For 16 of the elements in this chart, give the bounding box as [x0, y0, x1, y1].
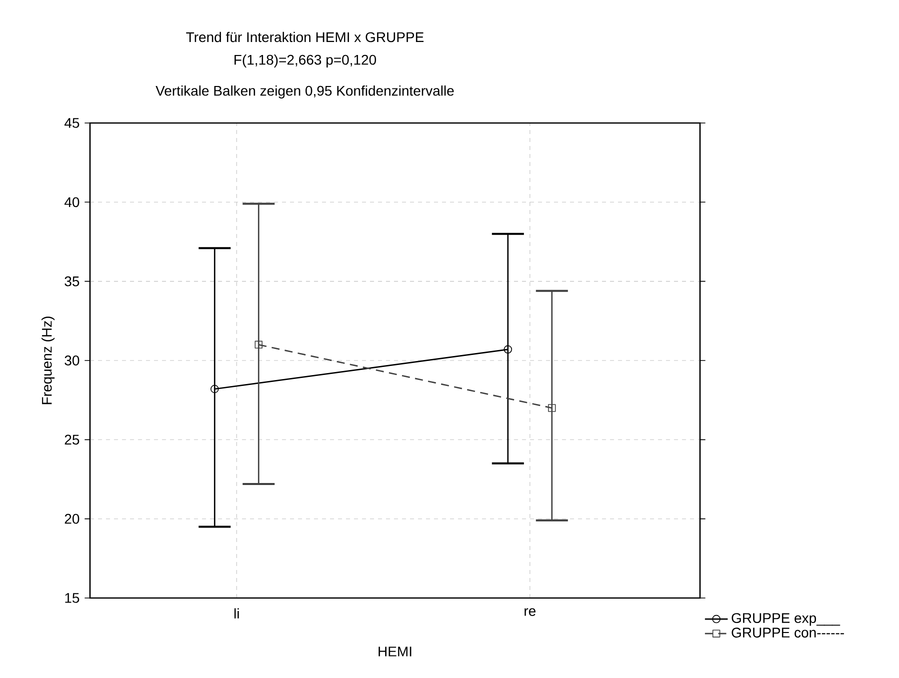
- text: Vertikale Balken zeigen 0,95 Konfidenzintervalle: [156, 85, 454, 99]
- legend-label: GRUPPE con------: [732, 628, 844, 638]
- y-tick-label: 40: [64, 197, 80, 208]
- y-tick-label: 25: [64, 434, 80, 445]
- y-tick-label: 30: [64, 356, 80, 366]
- x-tick-label: re: [524, 608, 536, 616]
- x-axis-title: HEMI: [378, 646, 412, 656]
- y-axis-title: Frequenz (Hz): [42, 316, 55, 404]
- y-tick-label: 20: [64, 514, 80, 524]
- legend-label: GRUPPE exp___: [732, 613, 840, 626]
- chart-subtitle: F(1,18)=2,663 p=0,120: [234, 54, 376, 68]
- y-tick-label: 15: [65, 593, 80, 603]
- y-tick-label: 45: [64, 118, 80, 128]
- y-tick-label: 35: [64, 276, 80, 286]
- chart-title: Trend für Interaktion HEMI x GRUPPE: [186, 32, 424, 42]
- x-tick-label: li: [234, 608, 239, 618]
